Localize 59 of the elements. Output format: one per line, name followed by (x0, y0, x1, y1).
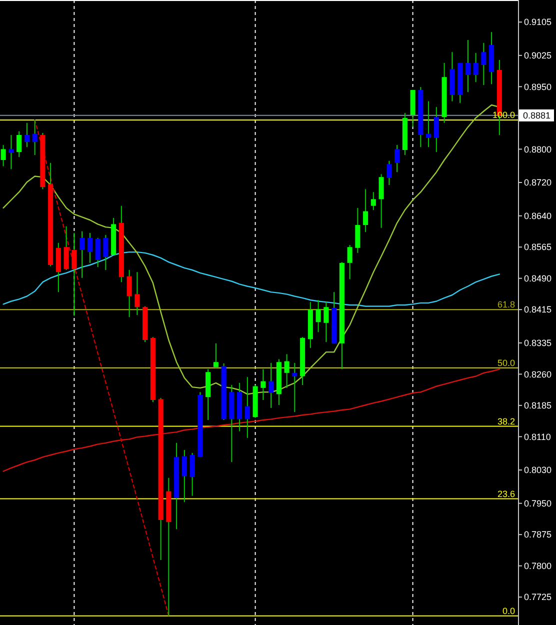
y-tick-label: 0.8720 (524, 178, 552, 188)
annotation: 23.6 (497, 488, 515, 499)
candlestick (24, 122, 30, 148)
candlestick (324, 302, 329, 343)
candlestick (126, 270, 132, 318)
candlestick (284, 354, 290, 388)
y-tick-label: 0.8640 (524, 210, 552, 221)
y-tick-label: 0.7725 (524, 592, 552, 602)
y-tick-label: 0.8110 (524, 432, 551, 442)
candlestick (213, 342, 218, 368)
candlestick (394, 144, 400, 173)
candlestick (268, 362, 274, 408)
candlestick (260, 368, 266, 400)
candlestick (434, 106, 439, 153)
y-tick-label: 0.7800 (524, 560, 552, 571)
candlestick (386, 160, 392, 186)
y-tick-label: 0.9025 (524, 50, 552, 61)
candlestick (134, 272, 140, 316)
y-tick-label: 0.7875 (524, 530, 552, 540)
candlestick (16, 130, 22, 158)
candlestick (481, 42, 486, 86)
candlestick (363, 188, 368, 233)
candlestick (80, 230, 85, 278)
candlestick (72, 232, 77, 316)
candlestick (32, 120, 38, 156)
y-tick-label: 0.9105 (524, 17, 552, 28)
annotation: 38.2 (497, 416, 515, 426)
candlestick (378, 174, 384, 228)
y-tick-label: 0.8415 (524, 304, 552, 315)
y-tick-label: 0.8565 (524, 242, 552, 252)
candlestick (355, 207, 360, 254)
candlestick (370, 192, 376, 210)
annotation: 0.0 (502, 606, 515, 616)
candlestick (190, 452, 195, 496)
ref-line-label: 0.8881 (523, 110, 551, 121)
y-tick-label: 0.8335 (524, 338, 552, 348)
candlestick (426, 100, 432, 148)
candlestick (87, 232, 92, 264)
candlestick (182, 450, 187, 503)
candlestick (473, 52, 478, 83)
candlestick (244, 376, 250, 438)
annotation: 50.0 (497, 358, 515, 368)
candlestick (8, 134, 14, 170)
annotation: 61.8 (497, 300, 515, 310)
y-tick-label: 0.8800 (524, 144, 552, 154)
y-tick-label: 0.7950 (524, 498, 552, 508)
candlestick (347, 244, 352, 280)
candlestick (465, 40, 470, 93)
candlestick (316, 300, 321, 333)
candlestick (95, 237, 100, 268)
y-tick-label: 0.8185 (524, 400, 552, 411)
candlestick (0, 144, 6, 167)
candlestick (103, 234, 108, 270)
candlestick (292, 362, 298, 413)
y-tick-label: 0.8030 (524, 465, 552, 476)
y-tick-label: 0.8950 (524, 82, 552, 92)
y-tick-label: 0.8260 (524, 369, 552, 380)
y-tick-label: 0.8490 (524, 273, 552, 284)
candlestick (64, 226, 69, 270)
